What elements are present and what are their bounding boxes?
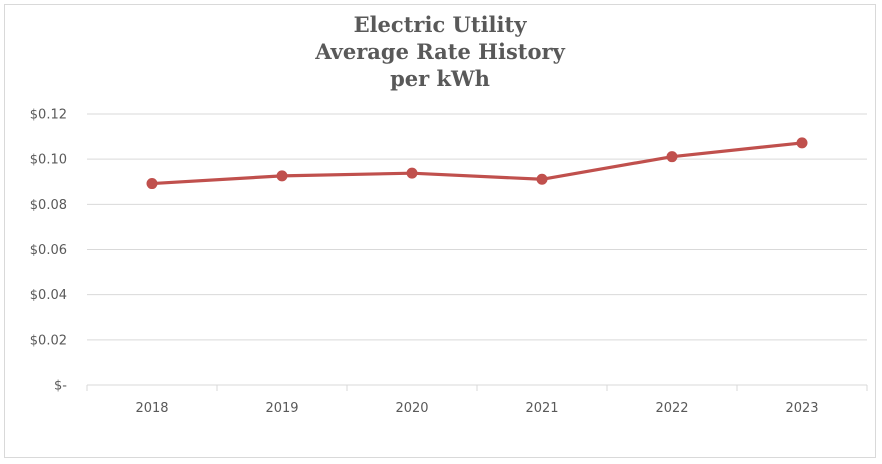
- data-point-marker: [666, 151, 678, 163]
- data-point-marker: [406, 167, 418, 179]
- y-tick-label: $-: [54, 379, 67, 394]
- x-axis: [86, 384, 868, 391]
- y-axis-tick-labels: $- $0.02 $0.04 $0.06 $0.08 $0.10 $0.12: [30, 108, 68, 394]
- y-tick-label: $0.10: [30, 153, 67, 168]
- y-tick-label: $0.06: [30, 243, 67, 258]
- x-tick-label: 2023: [785, 401, 818, 416]
- gridlines: [87, 113, 867, 341]
- x-axis-tick-labels: 2018 2019 2020 2021 2022 2023: [135, 401, 818, 416]
- x-tick-label: 2022: [655, 401, 688, 416]
- y-tick-label: $0.12: [30, 108, 67, 123]
- series-line: [150, 141, 804, 186]
- chart-title: Electric Utility Average Rate History pe…: [5, 11, 875, 92]
- data-point-marker: [146, 178, 158, 190]
- y-tick-label: $0.02: [30, 333, 67, 348]
- chart-title-line-3: per kWh: [390, 66, 490, 91]
- y-tick-label: $0.04: [30, 288, 67, 303]
- chart-container: Electric Utility Average Rate History pe…: [4, 4, 876, 458]
- data-point-marker: [276, 170, 288, 182]
- y-tick-label: $0.08: [30, 198, 67, 213]
- chart-title-line-1: Electric Utility: [353, 12, 527, 37]
- x-tick-label: 2021: [525, 401, 558, 416]
- chart-plot-area: $-$0.02$0.04$0.06$0.08$0.10$0.12 2018 201…: [30, 108, 868, 416]
- data-series: [146, 137, 808, 190]
- x-tick-label: 2018: [135, 401, 168, 416]
- chart-title-line-2: Average Rate History: [315, 39, 565, 64]
- data-point-marker: [796, 137, 808, 149]
- data-point-marker: [536, 173, 548, 185]
- x-tick-label: 2020: [395, 401, 428, 416]
- x-tick-label: 2019: [265, 401, 298, 416]
